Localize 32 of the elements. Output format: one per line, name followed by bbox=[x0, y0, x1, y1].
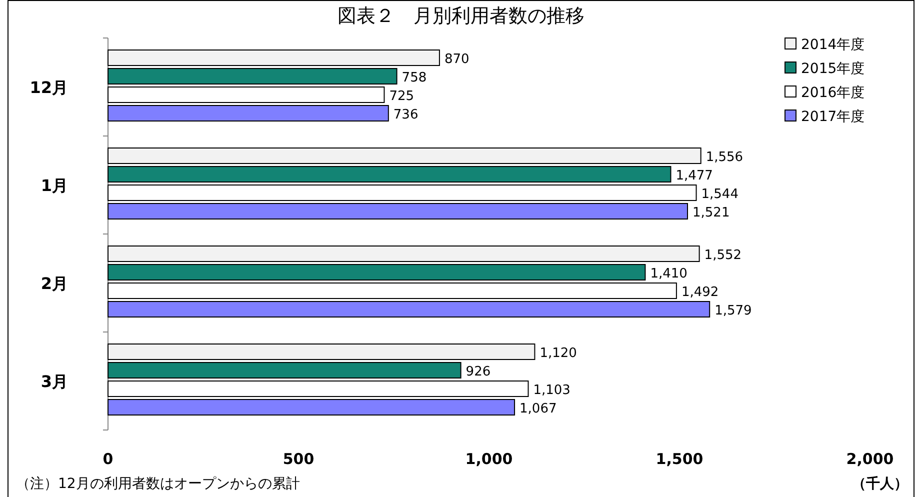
data-label: 870 bbox=[444, 52, 470, 67]
y-tick-label: 2月 bbox=[40, 274, 68, 293]
x-tick-label: 2,000 bbox=[846, 450, 894, 468]
data-label: 1,521 bbox=[692, 205, 730, 220]
data-label: 1,492 bbox=[681, 284, 719, 300]
data-label: 1,579 bbox=[714, 303, 752, 318]
y-tick-label: 1月 bbox=[40, 176, 68, 195]
data-label: 1,556 bbox=[706, 150, 744, 165]
x-axis-title: （千人） bbox=[852, 475, 908, 492]
data-label: 1,552 bbox=[704, 248, 742, 263]
y-tick-label: 3月 bbox=[40, 372, 68, 391]
data-label: 1,410 bbox=[650, 266, 688, 282]
data-label: 1,544 bbox=[701, 186, 738, 202]
data-label: 725 bbox=[389, 88, 414, 104]
y-tick-label: 12月 bbox=[30, 78, 68, 97]
chart-title: 図表２ 月別利用者数の推移 bbox=[338, 5, 584, 27]
legend-label: 2014年度 bbox=[801, 37, 865, 53]
legend-label: 2015年度 bbox=[801, 61, 865, 77]
data-label: 1,120 bbox=[540, 346, 577, 361]
data-label: 736 bbox=[393, 107, 418, 122]
data-label: 1,067 bbox=[520, 401, 557, 416]
data-label: 926 bbox=[466, 364, 491, 380]
x-tick-label: 1,500 bbox=[656, 450, 704, 468]
x-tick-label: 1,000 bbox=[465, 450, 513, 468]
text: （注）12月の利用者数はオープンからの累計 bbox=[16, 476, 300, 492]
x-tick-label: 500 bbox=[282, 450, 314, 468]
data-label: 1,477 bbox=[676, 168, 713, 184]
legend-label: 2017年度 bbox=[801, 109, 865, 125]
data-label: 758 bbox=[402, 70, 427, 86]
legend-label: 2016年度 bbox=[801, 85, 865, 101]
x-tick-label: 0 bbox=[102, 450, 114, 468]
data-label: 1,103 bbox=[533, 382, 570, 398]
